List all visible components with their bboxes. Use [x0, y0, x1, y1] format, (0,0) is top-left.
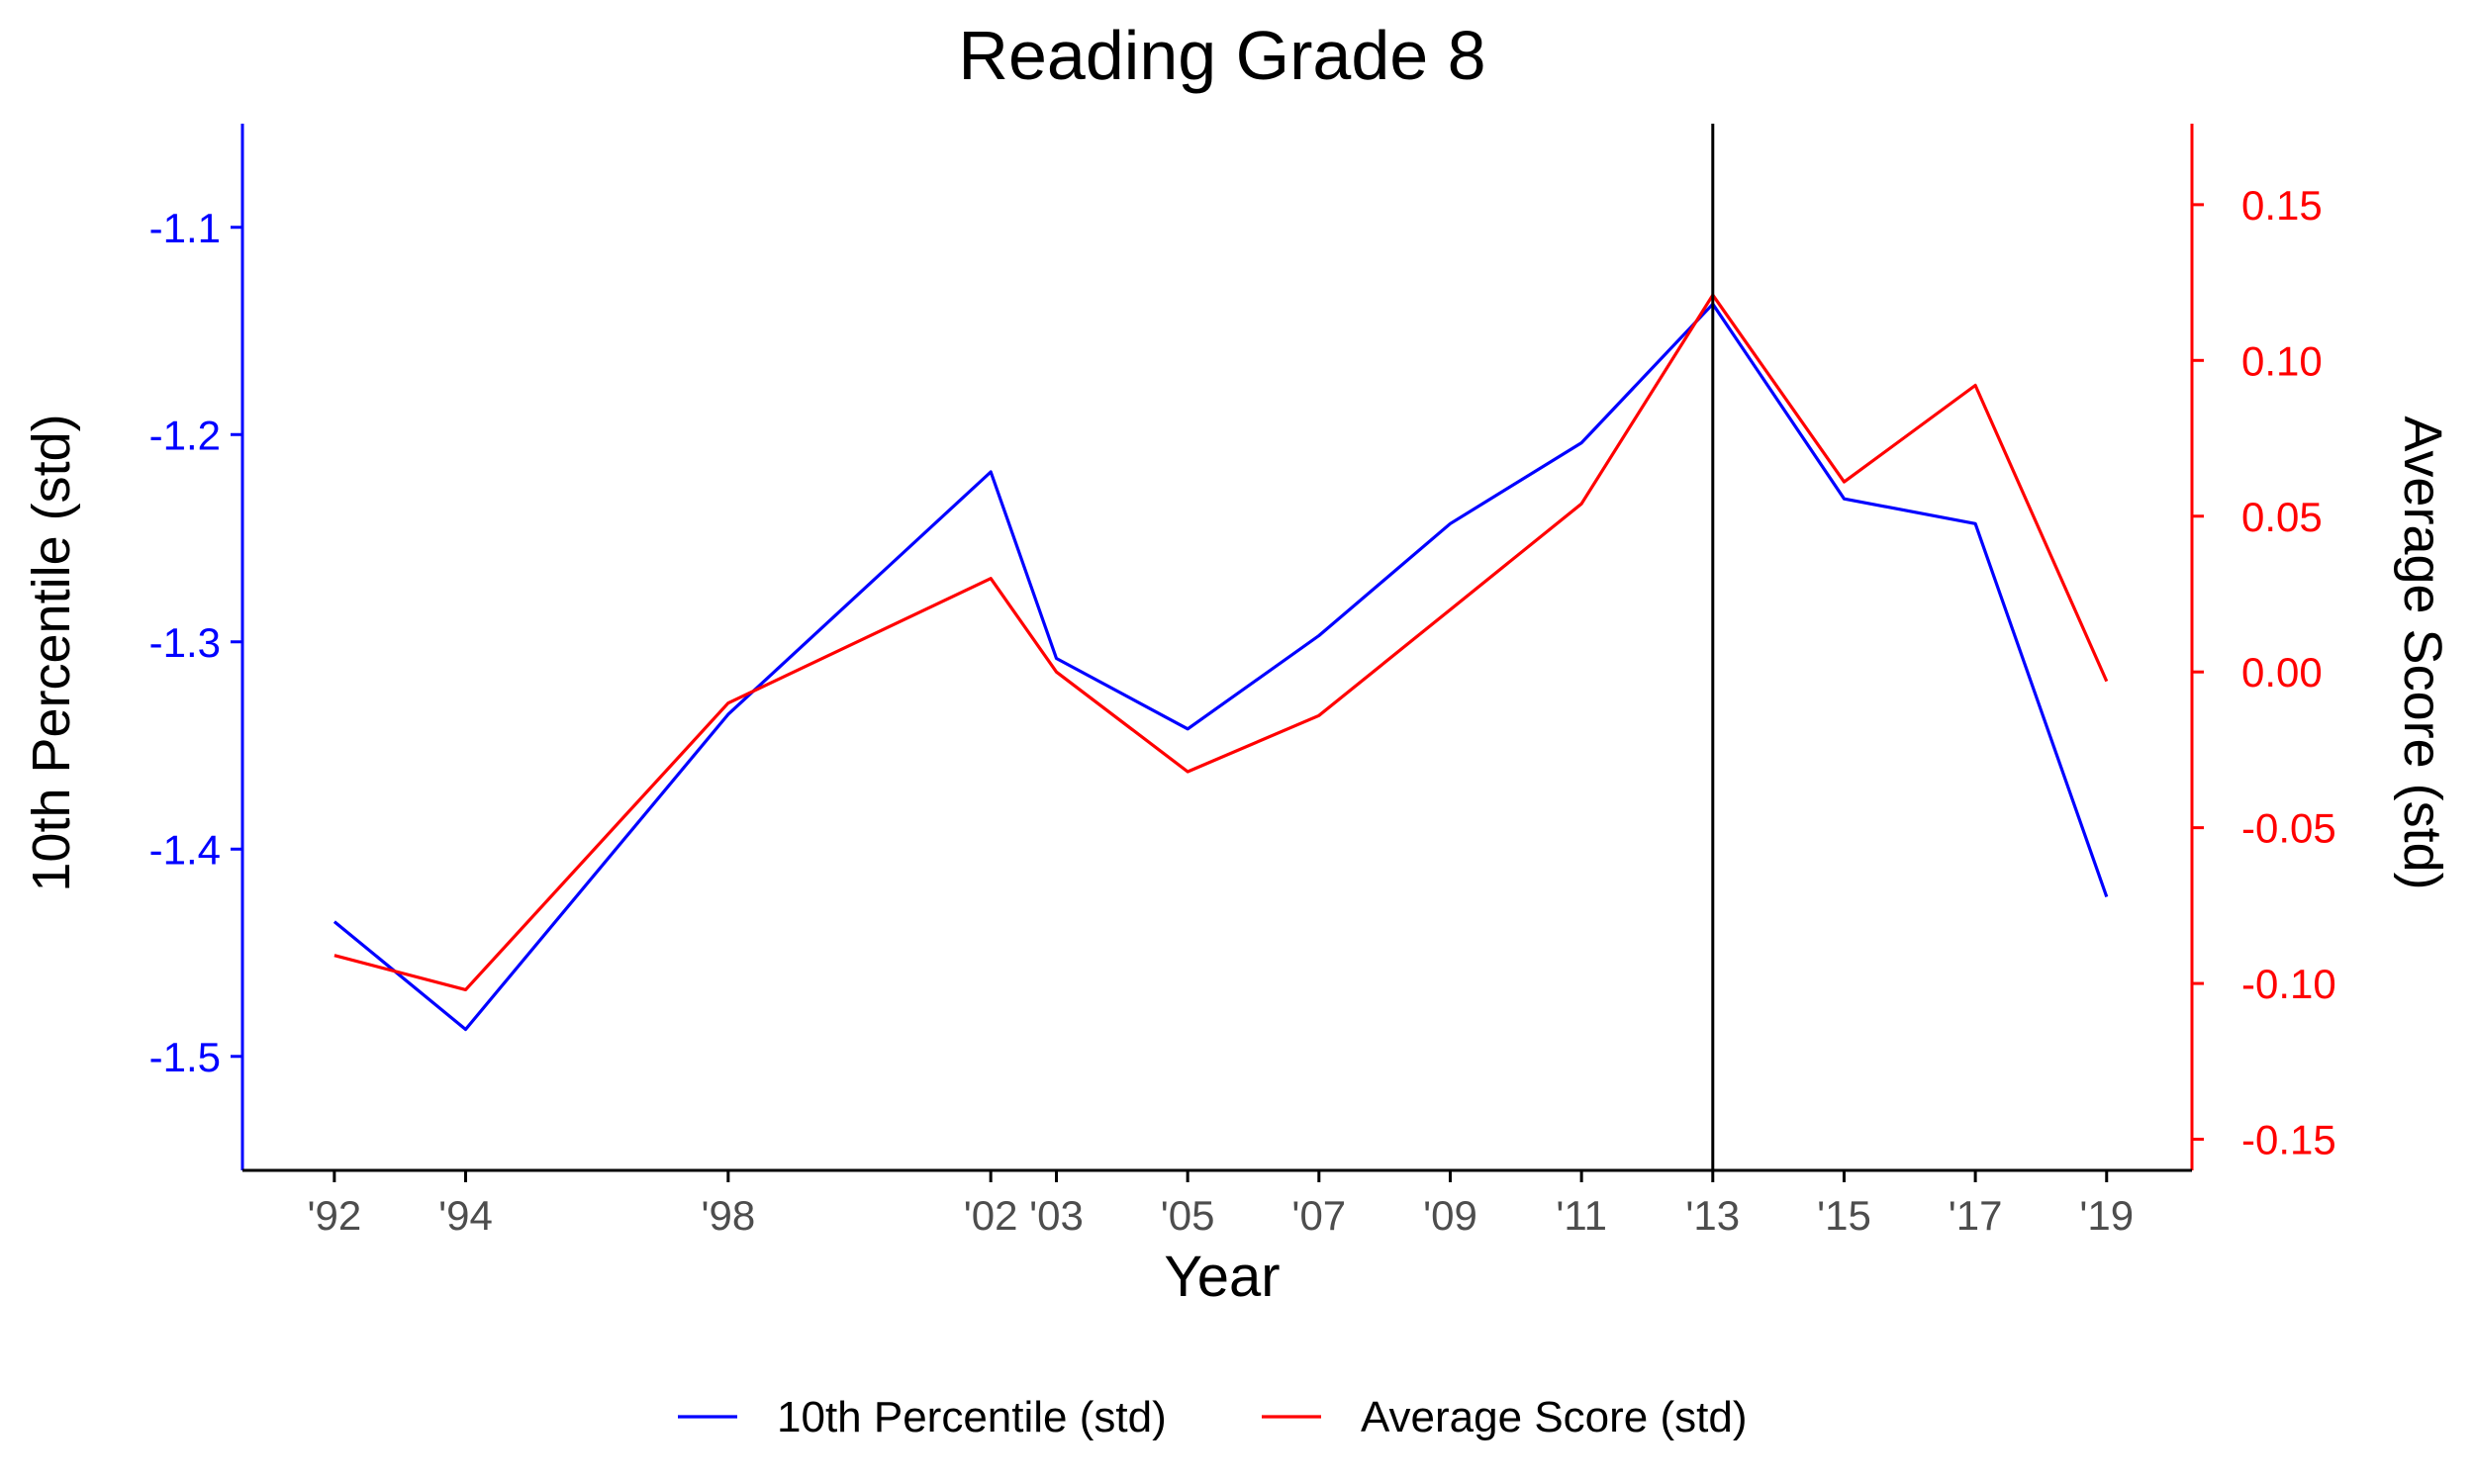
y-axis-left-tick-label: -1.4 — [149, 826, 221, 873]
y-axis-right-tick-label: -0.15 — [2241, 1117, 2336, 1163]
y-axis-right-tick-label: 0.00 — [2241, 649, 2323, 696]
legend: 10th Percentile (std) Average Score (std) — [678, 1393, 1747, 1441]
x-axis-tick-label: '98 — [701, 1192, 755, 1239]
x-axis-title: Year — [1164, 1245, 1280, 1309]
y-axis-right-title: Average Score (std) — [2393, 416, 2452, 889]
y-axis-left-tick-label: -1.3 — [149, 619, 221, 666]
y-axis-right-tick-label: -0.05 — [2241, 805, 2336, 852]
legend-label-10th-percentile: 10th Percentile (std) — [777, 1393, 1167, 1441]
x-axis-tick-label: '15 — [1817, 1192, 1871, 1239]
y-axis-right-title-group: Average Score (std) — [2393, 416, 2452, 889]
axes: -1.5 -1.4 -1.3 -1.2 -1.1 -0.15 -0.10 -0.05 0.00 0… — [149, 124, 2336, 1239]
y-axis-left-title: 10th Percentile (std) — [22, 414, 81, 891]
x-axis-tick-label: '07 — [1291, 1192, 1346, 1239]
x-axis-tick-label: '03 — [1029, 1192, 1084, 1239]
plot-area — [333, 124, 2109, 1170]
x-axis-tick-label: '19 — [2079, 1192, 2134, 1239]
x-axis-tick-label: '13 — [1685, 1192, 1740, 1239]
x-axis-tick-label: '09 — [1423, 1192, 1477, 1239]
y-axis-right-tick-label: 0.15 — [2241, 182, 2323, 229]
y-axis-right-tick-label: 0.05 — [2241, 494, 2323, 540]
y-axis-left-title-group: 10th Percentile (std) — [22, 414, 81, 891]
series-line-10th-percentile — [333, 302, 2109, 1032]
chart-title: Reading Grade 8 — [958, 17, 1485, 94]
x-axis-tick-label: '11 — [1556, 1192, 1607, 1239]
y-axis-right-tick-label: -0.10 — [2241, 961, 2336, 1007]
x-axis-tick-label: '94 — [438, 1192, 493, 1239]
x-axis-tick-label: '05 — [1161, 1192, 1215, 1239]
x-axis-tick-label: '17 — [1949, 1192, 2003, 1239]
y-axis-right-tick-label: 0.10 — [2241, 337, 2323, 384]
legend-label-average-score: Average Score (std) — [1361, 1393, 1747, 1441]
y-axis-left-tick-label: -1.1 — [149, 205, 221, 251]
x-axis-tick-label: '92 — [307, 1192, 361, 1239]
y-axis-left-tick-label: -1.2 — [149, 412, 221, 458]
y-axis-left-tick-label: -1.5 — [149, 1034, 221, 1080]
x-axis-tick-label: '02 — [964, 1192, 1018, 1239]
series-line-average-score — [333, 293, 2109, 992]
